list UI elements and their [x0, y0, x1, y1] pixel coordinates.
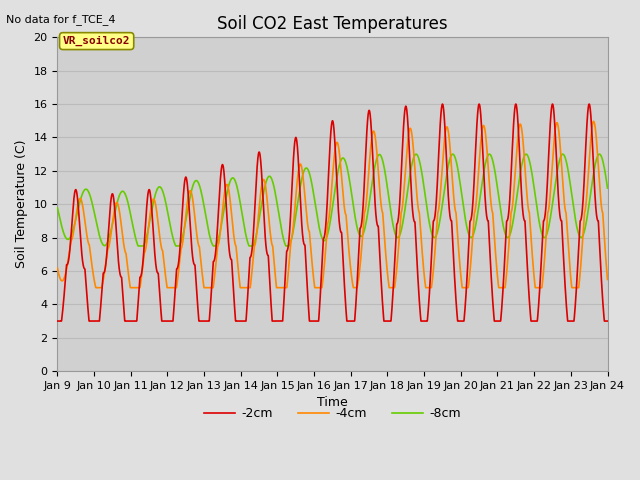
- Text: No data for f_TCE_4: No data for f_TCE_4: [6, 14, 116, 25]
- Y-axis label: Soil Temperature (C): Soil Temperature (C): [15, 140, 28, 268]
- Text: VR_soilco2: VR_soilco2: [63, 36, 131, 46]
- Legend: -2cm, -4cm, -8cm: -2cm, -4cm, -8cm: [199, 402, 466, 425]
- Title: Soil CO2 East Temperatures: Soil CO2 East Temperatures: [217, 15, 448, 33]
- X-axis label: Time: Time: [317, 396, 348, 409]
